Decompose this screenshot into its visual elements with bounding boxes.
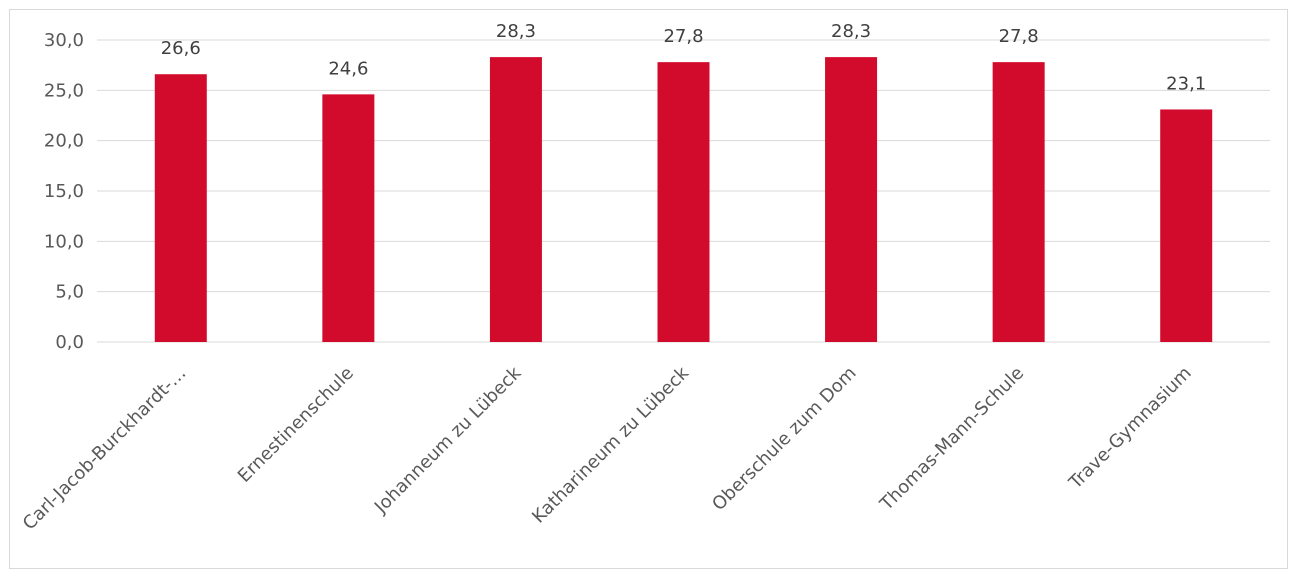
data-label: 28,3: [831, 21, 871, 42]
bar: [489, 57, 542, 342]
y-tick-label: 10,0: [44, 231, 84, 252]
y-tick-label: 5,0: [55, 282, 84, 303]
category-label: Carl-Jacob-Burckhardt-…: [19, 363, 191, 535]
y-tick-label: 25,0: [44, 80, 84, 101]
data-label: 24,6: [328, 58, 368, 79]
y-tick-label: 30,0: [44, 30, 84, 51]
bar: [322, 94, 375, 342]
category-label: Thomas-Mann-Schule: [875, 363, 1028, 516]
data-label: 23,1: [1166, 73, 1206, 94]
y-tick-label: 15,0: [44, 181, 84, 202]
category-label: Ernestinenschule: [234, 363, 358, 487]
data-label: 27,8: [999, 26, 1039, 47]
bar: [154, 74, 207, 342]
bar: [825, 57, 878, 342]
bar: [1160, 109, 1213, 343]
data-label: 27,8: [663, 26, 703, 47]
y-tick-label: 0,0: [55, 332, 84, 353]
bar: [657, 62, 710, 342]
category-label: Katharineum zu Lübeck: [528, 362, 693, 527]
category-label: Oberschule zum Dom: [708, 363, 860, 515]
category-label: Johanneum zu Lübeck: [370, 362, 526, 518]
bar: [992, 62, 1045, 342]
category-label: Trave-Gymnasium: [1065, 363, 1196, 494]
chart-frame: [9, 9, 1288, 569]
data-label: 26,6: [161, 38, 201, 59]
data-label: 28,3: [496, 21, 536, 42]
y-tick-label: 20,0: [44, 131, 84, 152]
